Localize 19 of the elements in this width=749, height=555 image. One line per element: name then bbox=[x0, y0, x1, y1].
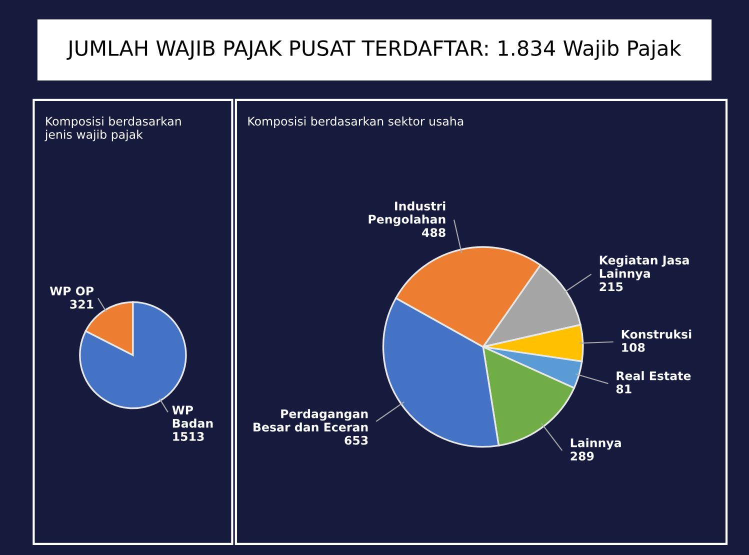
slice-label: Kegiatan Jasa Lainnya bbox=[600, 255, 689, 280]
data-label: 289 bbox=[570, 452, 594, 461]
slice-label: WP Badan bbox=[172, 406, 213, 428]
slice-label: WP OP bbox=[50, 286, 94, 296]
slice-label: Lainnya bbox=[570, 438, 621, 450]
slice-label: Real Estate bbox=[616, 371, 691, 380]
chart-subtitle: Komposisi berdasarkan jenis wajib pajak bbox=[44, 116, 181, 142]
data-label: 321 bbox=[70, 300, 94, 309]
slice-label: Perdagangan Besar dan Eceran bbox=[254, 409, 368, 432]
data-label: 488 bbox=[422, 228, 446, 238]
data-label: 653 bbox=[344, 436, 368, 445]
chart-subtitle: Komposisi berdasarkan sektor usaha bbox=[248, 116, 464, 128]
data-label: 1513 bbox=[173, 432, 204, 441]
data-label: 215 bbox=[600, 282, 623, 292]
slice-label: Industri Pengolahan bbox=[368, 201, 446, 226]
data-label: 81 bbox=[616, 384, 632, 394]
text: JUMLAH WAJIB PAJAK PUSAT TERDAFTAR: 1.834 Wajib Pajak bbox=[66, 40, 682, 60]
slice-label: Konstruksi bbox=[622, 330, 692, 339]
data-label: 108 bbox=[622, 343, 645, 352]
